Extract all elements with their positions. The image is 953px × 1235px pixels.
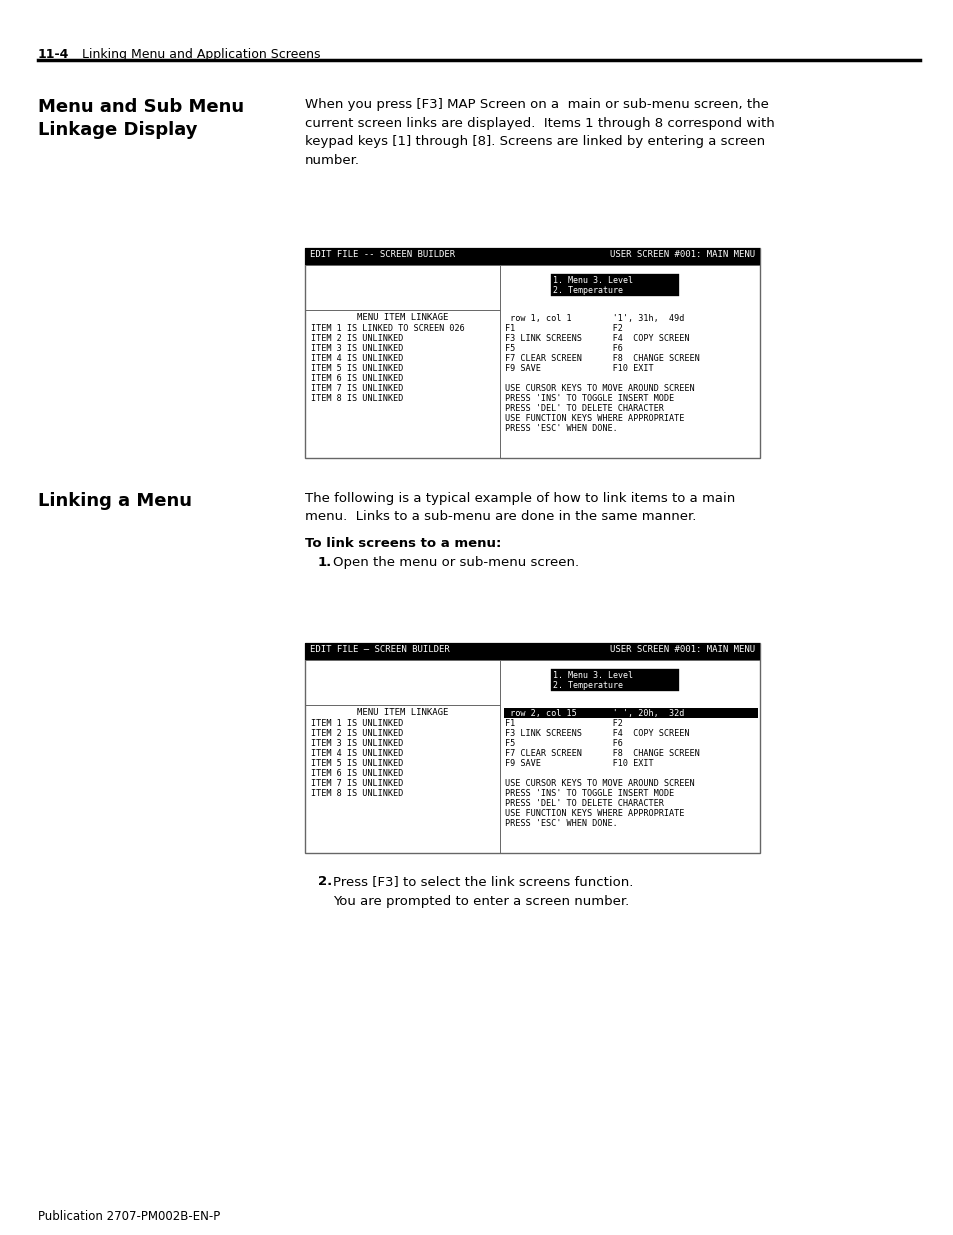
Text: PRESS 'ESC' WHEN DONE.: PRESS 'ESC' WHEN DONE. (504, 819, 618, 827)
Text: ITEM 3 IS UNLINKED: ITEM 3 IS UNLINKED (311, 739, 403, 748)
Text: PRESS 'DEL' TO DELETE CHARACTER: PRESS 'DEL' TO DELETE CHARACTER (504, 404, 663, 412)
Text: To link screens to a menu:: To link screens to a menu: (305, 537, 501, 550)
Text: EDIT FILE -- SCREEN BUILDER: EDIT FILE -- SCREEN BUILDER (310, 249, 455, 259)
Text: PRESS 'DEL' TO DELETE CHARACTER: PRESS 'DEL' TO DELETE CHARACTER (504, 799, 663, 808)
Text: 11-4: 11-4 (38, 48, 70, 61)
Text: ITEM 2 IS UNLINKED: ITEM 2 IS UNLINKED (311, 729, 403, 739)
Text: USE FUNCTION KEYS WHERE APPROPRIATE: USE FUNCTION KEYS WHERE APPROPRIATE (504, 414, 683, 424)
Text: 2. Temperature: 2. Temperature (553, 287, 622, 295)
Bar (305, 248, 760, 458)
Text: 2.: 2. (317, 876, 332, 888)
Text: The following is a typical example of how to link items to a main
menu.  Links t: The following is a typical example of ho… (305, 492, 735, 524)
Text: USE FUNCTION KEYS WHERE APPROPRIATE: USE FUNCTION KEYS WHERE APPROPRIATE (504, 809, 683, 818)
Text: ITEM 1 IS UNLINKED: ITEM 1 IS UNLINKED (311, 719, 403, 727)
Text: ITEM 8 IS UNLINKED: ITEM 8 IS UNLINKED (311, 394, 403, 403)
Bar (503, 708, 758, 718)
Text: ITEM 4 IS UNLINKED: ITEM 4 IS UNLINKED (311, 748, 403, 758)
Bar (550, 273, 679, 296)
Text: F9 SAVE              F10 EXIT: F9 SAVE F10 EXIT (504, 364, 653, 373)
Text: row 2, col 15       ' ', 20h,  32d: row 2, col 15 ' ', 20h, 32d (504, 709, 683, 718)
Text: MENU ITEM LINKAGE: MENU ITEM LINKAGE (356, 708, 448, 718)
Text: Publication 2707-PM002B-EN-P: Publication 2707-PM002B-EN-P (38, 1210, 220, 1223)
Text: USE CURSOR KEYS TO MOVE AROUND SCREEN: USE CURSOR KEYS TO MOVE AROUND SCREEN (504, 384, 694, 393)
Text: ITEM 2 IS UNLINKED: ITEM 2 IS UNLINKED (311, 333, 403, 343)
Text: F9 SAVE              F10 EXIT: F9 SAVE F10 EXIT (504, 760, 653, 768)
Text: ITEM 4 IS UNLINKED: ITEM 4 IS UNLINKED (311, 354, 403, 363)
Text: ITEM 6 IS UNLINKED: ITEM 6 IS UNLINKED (311, 374, 403, 383)
Text: ITEM 6 IS UNLINKED: ITEM 6 IS UNLINKED (311, 769, 403, 778)
Text: EDIT FILE — SCREEN BUILDER: EDIT FILE — SCREEN BUILDER (310, 645, 449, 655)
Text: 1.: 1. (317, 556, 332, 569)
Text: F3 LINK SCREENS      F4  COPY SCREEN: F3 LINK SCREENS F4 COPY SCREEN (504, 333, 689, 343)
Text: When you press [F3] MAP Screen on a  main or sub-menu screen, the
current screen: When you press [F3] MAP Screen on a main… (305, 98, 774, 167)
Text: USE CURSOR KEYS TO MOVE AROUND SCREEN: USE CURSOR KEYS TO MOVE AROUND SCREEN (504, 779, 694, 788)
Text: row 1, col 1        '1', 31h,  49d: row 1, col 1 '1', 31h, 49d (504, 314, 683, 324)
Text: ITEM 1 IS LINKED TO SCREEN 026: ITEM 1 IS LINKED TO SCREEN 026 (311, 324, 464, 333)
Text: F1                   F2: F1 F2 (504, 324, 622, 333)
Text: ITEM 7 IS UNLINKED: ITEM 7 IS UNLINKED (311, 779, 403, 788)
Text: Press [F3] to select the link screens function.: Press [F3] to select the link screens fu… (333, 876, 633, 888)
Text: Open the menu or sub-menu screen.: Open the menu or sub-menu screen. (333, 556, 578, 569)
Text: ITEM 5 IS UNLINKED: ITEM 5 IS UNLINKED (311, 364, 403, 373)
Text: USER SCREEN #001: MAIN MENU: USER SCREEN #001: MAIN MENU (609, 645, 754, 655)
Text: 1. Menu 3. Level: 1. Menu 3. Level (553, 671, 633, 680)
Bar (305, 248, 760, 266)
Text: PRESS 'INS' TO TOGGLE INSERT MODE: PRESS 'INS' TO TOGGLE INSERT MODE (504, 789, 674, 798)
Text: MENU ITEM LINKAGE: MENU ITEM LINKAGE (356, 312, 448, 322)
Text: 2. Temperature: 2. Temperature (553, 680, 622, 690)
Text: ITEM 7 IS UNLINKED: ITEM 7 IS UNLINKED (311, 384, 403, 393)
Text: F7 CLEAR SCREEN      F8  CHANGE SCREEN: F7 CLEAR SCREEN F8 CHANGE SCREEN (504, 748, 699, 758)
Text: PRESS 'INS' TO TOGGLE INSERT MODE: PRESS 'INS' TO TOGGLE INSERT MODE (504, 394, 674, 403)
Text: ITEM 8 IS UNLINKED: ITEM 8 IS UNLINKED (311, 789, 403, 798)
Text: F5                   F6: F5 F6 (504, 345, 622, 353)
Text: Menu and Sub Menu
Linkage Display: Menu and Sub Menu Linkage Display (38, 98, 244, 138)
Text: F5                   F6: F5 F6 (504, 739, 622, 748)
Text: ITEM 5 IS UNLINKED: ITEM 5 IS UNLINKED (311, 760, 403, 768)
Bar (305, 643, 760, 853)
Bar (305, 643, 760, 659)
Text: F7 CLEAR SCREEN      F8  CHANGE SCREEN: F7 CLEAR SCREEN F8 CHANGE SCREEN (504, 354, 699, 363)
Text: Linking a Menu: Linking a Menu (38, 492, 192, 510)
Text: F1                   F2: F1 F2 (504, 719, 622, 727)
Text: Linking Menu and Application Screens: Linking Menu and Application Screens (82, 48, 320, 61)
Text: USER SCREEN #001: MAIN MENU: USER SCREEN #001: MAIN MENU (609, 249, 754, 259)
Text: 1. Menu 3. Level: 1. Menu 3. Level (553, 275, 633, 285)
Bar (550, 668, 679, 692)
Text: ITEM 3 IS UNLINKED: ITEM 3 IS UNLINKED (311, 345, 403, 353)
Text: F3 LINK SCREENS      F4  COPY SCREEN: F3 LINK SCREENS F4 COPY SCREEN (504, 729, 689, 739)
Text: PRESS 'ESC' WHEN DONE.: PRESS 'ESC' WHEN DONE. (504, 424, 618, 433)
Text: You are prompted to enter a screen number.: You are prompted to enter a screen numbe… (333, 895, 629, 908)
